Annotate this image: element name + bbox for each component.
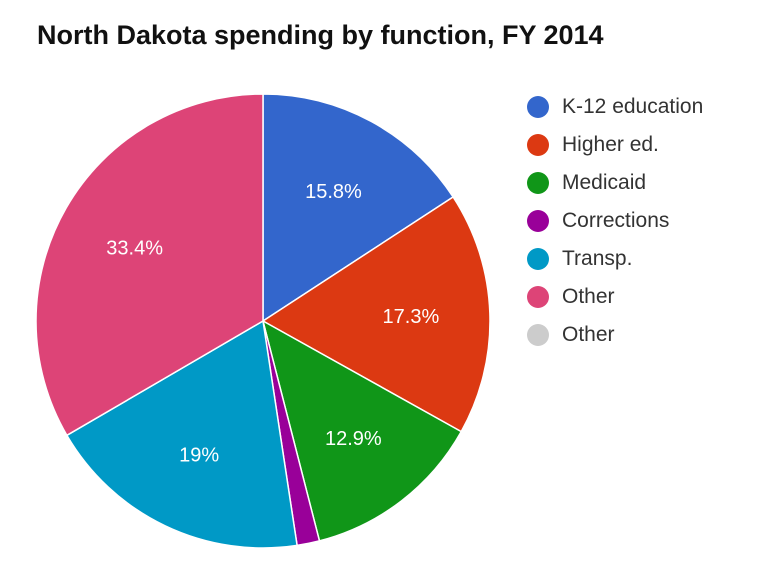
pie-slice-label-1: 17.3% (383, 306, 440, 328)
legend-item-other[interactable]: Other (527, 278, 703, 316)
pie-slice-label-4: 19% (179, 445, 219, 467)
legend-item-transp[interactable]: Transp. (527, 240, 703, 278)
legend-swatch (527, 172, 549, 194)
legend-label: Higher ed. (562, 133, 659, 156)
pie-slice-4[interactable] (65, 319, 298, 549)
pie-slice-1[interactable] (261, 195, 491, 433)
legend-item-higher-ed[interactable]: Higher ed. (527, 126, 703, 164)
legend-item-other-2[interactable]: Other (527, 316, 703, 354)
pie-slice-0[interactable] (262, 93, 455, 323)
legend-label: Corrections (562, 209, 670, 232)
pie-slice-label-5: 33.4% (106, 237, 163, 259)
legend-swatch (527, 210, 549, 232)
pie-slice-label-2: 12.9% (325, 428, 382, 450)
legend-swatch (527, 286, 549, 308)
legend-item-k12-education[interactable]: K-12 education (527, 88, 703, 126)
legend-label: Medicaid (562, 171, 647, 194)
legend-swatch (527, 324, 549, 346)
legend-label: Transp. (562, 247, 633, 270)
chart-legend: K-12 education Higher ed. Medicaid Corre… (527, 88, 703, 354)
legend-swatch (527, 248, 549, 270)
legend-item-corrections[interactable]: Corrections (527, 202, 703, 240)
legend-label: Other (562, 323, 615, 346)
chart-title: North Dakota spending by function, FY 20… (37, 20, 604, 50)
legend-label: Other (562, 285, 615, 308)
legend-item-medicaid[interactable]: Medicaid (527, 164, 703, 202)
legend-swatch (527, 134, 549, 156)
legend-label: K-12 education (562, 95, 704, 118)
pie-slice-2[interactable] (261, 319, 463, 542)
pie-slice-5[interactable] (35, 93, 264, 437)
legend-swatch (527, 96, 549, 118)
pie-slice-label-0: 15.8% (305, 181, 362, 203)
